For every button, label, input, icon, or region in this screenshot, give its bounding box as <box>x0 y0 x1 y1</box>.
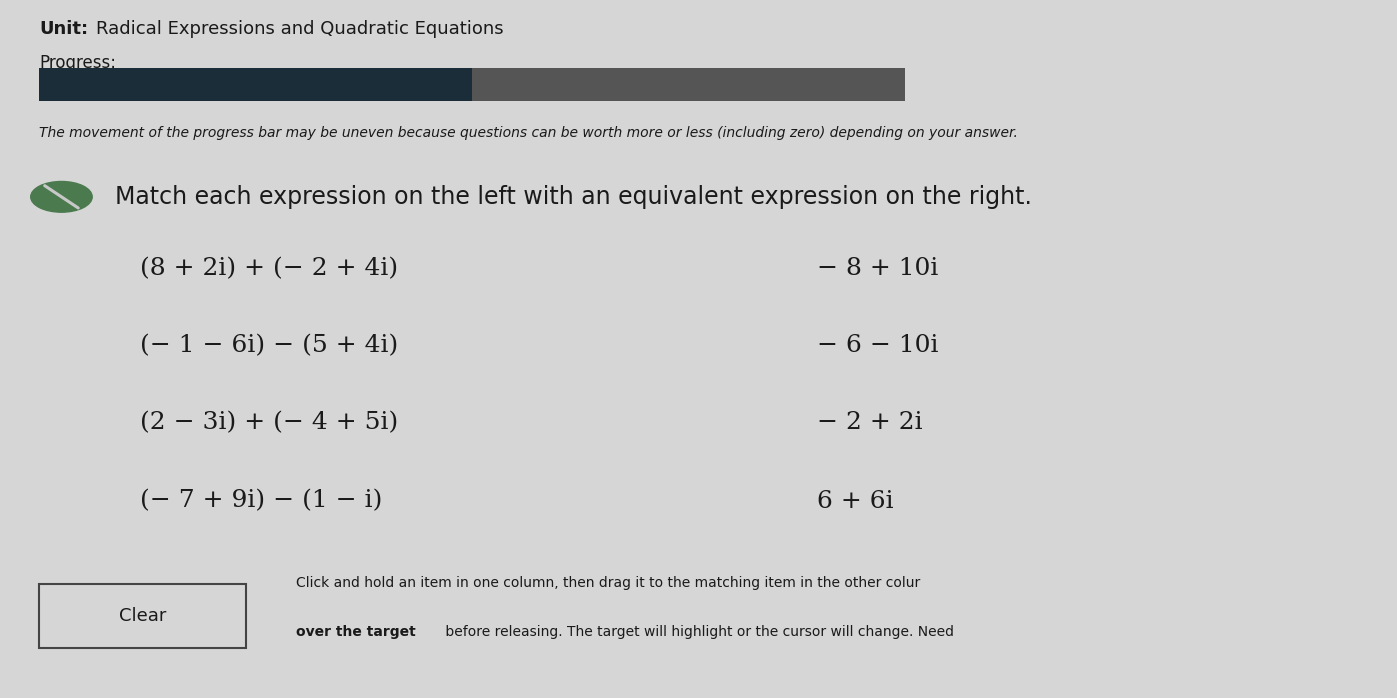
Text: over the target: over the target <box>296 625 416 639</box>
FancyBboxPatch shape <box>39 584 246 648</box>
Text: The movement of the progress bar may be uneven because questions can be worth mo: The movement of the progress bar may be … <box>39 126 1018 140</box>
Text: Match each expression on the left with an equivalent expression on the right.: Match each expression on the left with a… <box>115 185 1031 209</box>
Circle shape <box>31 181 92 212</box>
FancyBboxPatch shape <box>39 68 472 101</box>
Text: Clear: Clear <box>119 607 166 625</box>
Text: Progress:: Progress: <box>39 54 116 73</box>
Text: (− 7 + 9i) − (1 − i): (− 7 + 9i) − (1 − i) <box>140 490 381 512</box>
FancyBboxPatch shape <box>39 68 905 101</box>
Text: − 6 − 10i: − 6 − 10i <box>817 334 939 357</box>
Text: 6 + 6i: 6 + 6i <box>817 490 894 512</box>
Text: Click and hold an item in one column, then drag it to the matching item in the o: Click and hold an item in one column, th… <box>296 576 921 590</box>
Text: before releasing. The target will highlight or the cursor will change. Need: before releasing. The target will highli… <box>441 625 954 639</box>
Text: − 2 + 2i: − 2 + 2i <box>817 411 923 433</box>
Text: Unit:: Unit: <box>39 20 88 38</box>
Text: (8 + 2i) + (− 2 + 4i): (8 + 2i) + (− 2 + 4i) <box>140 258 398 280</box>
Text: − 8 + 10i: − 8 + 10i <box>817 258 939 280</box>
Text: (− 1 − 6i) − (5 + 4i): (− 1 − 6i) − (5 + 4i) <box>140 334 398 357</box>
Text: Radical Expressions and Quadratic Equations: Radical Expressions and Quadratic Equati… <box>96 20 504 38</box>
Text: (2 − 3i) + (− 4 + 5i): (2 − 3i) + (− 4 + 5i) <box>140 411 398 433</box>
